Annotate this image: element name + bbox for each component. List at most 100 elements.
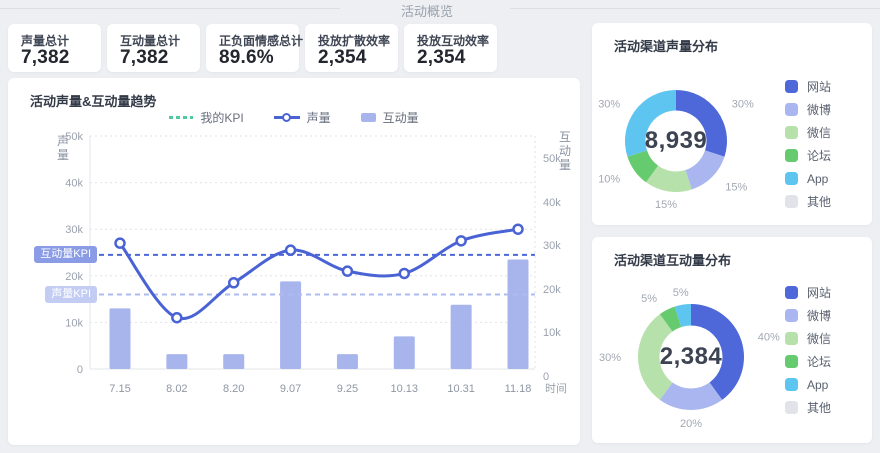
legend-label: 微信 bbox=[807, 126, 832, 140]
sound-line-point-9.25[interactable] bbox=[341, 265, 354, 277]
legend-swatch bbox=[785, 195, 798, 208]
donut-segment-微信[interactable] bbox=[638, 314, 673, 400]
interaction-donut-total: 2,384 bbox=[659, 343, 723, 370]
legend-label: 微博 bbox=[807, 103, 832, 117]
left-axis-tick: 0 bbox=[77, 364, 83, 376]
legend-swatch bbox=[785, 309, 798, 322]
legend-swatch bbox=[785, 172, 798, 185]
sound-donut-total: 8,939 bbox=[644, 127, 708, 154]
legend-swatch bbox=[785, 332, 798, 345]
left-axis-tick: 20k bbox=[65, 271, 83, 283]
legend-item-网站[interactable]: 网站 bbox=[785, 286, 832, 300]
sound-line-point-7.15[interactable] bbox=[114, 237, 126, 249]
left-axis-tick: 10k bbox=[65, 317, 83, 329]
interaction-bar-7.15[interactable] bbox=[109, 308, 131, 369]
legend-item-微博[interactable]: 微博 bbox=[785, 309, 831, 323]
legend-item-微博[interactable]: 微博 bbox=[785, 103, 832, 117]
legend-swatch bbox=[785, 355, 798, 368]
kpi-card-value: 89.6% bbox=[219, 47, 274, 68]
sound-line-point-10.13[interactable] bbox=[398, 267, 411, 280]
sound-line-point-9.07[interactable] bbox=[284, 244, 297, 256]
donut-segment-App[interactable] bbox=[625, 90, 676, 157]
donut-segment-网站[interactable] bbox=[691, 304, 744, 400]
donut-segment-论坛[interactable] bbox=[627, 150, 659, 183]
donut-segment-论坛[interactable] bbox=[659, 306, 682, 332]
right-axis-name: 量 bbox=[559, 158, 571, 172]
donut-segment-网站[interactable] bbox=[676, 90, 727, 157]
legend-label: 其他 bbox=[807, 401, 832, 415]
sound-donut-chart: 30% 15% 15% 10% 30% bbox=[598, 90, 754, 211]
sound-line-point-10.31[interactable] bbox=[455, 235, 467, 247]
interaction-donut-title: 活动渠道互动量分布 bbox=[614, 253, 732, 268]
left-axis-name: 声 bbox=[57, 134, 69, 148]
dashed-line-swatch bbox=[169, 116, 194, 119]
legend-swatch bbox=[785, 401, 798, 414]
legend-swatch bbox=[785, 126, 798, 139]
right-axis-tick: 20k bbox=[543, 284, 561, 296]
donut-segment-微信[interactable] bbox=[646, 165, 692, 193]
donut-percent-label: 5% bbox=[673, 287, 689, 299]
legend-item-App[interactable]: App bbox=[785, 377, 831, 392]
sound-line-point-8.02[interactable] bbox=[171, 311, 183, 324]
legend-item-my-kpi[interactable]: 我的KPI bbox=[169, 109, 244, 126]
trend-chart-legend: 我的KPI 声量 互动量 bbox=[8, 109, 580, 126]
donut-percent-label: 40% bbox=[758, 332, 780, 344]
kpi-card-label: 投放互动效率 bbox=[417, 34, 490, 48]
interaction-kpi-threshold-badge: 互动量KPI bbox=[34, 246, 97, 264]
right-axis-name: 动 bbox=[559, 144, 571, 158]
kpi-card-interaction-total: 互动量总计 7,382 bbox=[107, 24, 200, 72]
interaction-bar-9.25[interactable] bbox=[336, 354, 358, 369]
x-axis-tick: 10.13 bbox=[391, 383, 419, 395]
legend-item-论坛[interactable]: 论坛 bbox=[785, 149, 831, 163]
right-axis-tick: 40k bbox=[543, 197, 561, 209]
kpi-card-interaction-efficiency: 投放互动效率 2,354 bbox=[404, 24, 497, 72]
x-axis-tick: 9.25 bbox=[337, 383, 358, 395]
legend-item-网站[interactable]: 网站 bbox=[785, 80, 831, 94]
interaction-bar-10.31[interactable] bbox=[450, 304, 472, 369]
legend-label: 微信 bbox=[807, 332, 832, 346]
interaction-bar-9.07[interactable] bbox=[280, 281, 302, 369]
left-axis-tick: 30k bbox=[65, 224, 83, 236]
sound-line-point-8.20[interactable] bbox=[227, 277, 240, 289]
left-axis-tick: 40k bbox=[65, 178, 83, 190]
legend-item-App[interactable]: App bbox=[785, 171, 831, 186]
legend-swatch bbox=[785, 103, 798, 116]
donut-percent-label: 10% bbox=[598, 174, 620, 186]
legend-item-sound[interactable]: 声量 bbox=[273, 109, 331, 126]
x-axis-tick: 8.20 bbox=[223, 383, 244, 395]
legend-label: 声量 bbox=[306, 111, 331, 125]
x-axis-tick: 9.07 bbox=[280, 383, 301, 395]
sound-channel-donut-card: 活动渠道声量分布 30% 15% 15% 10% 30% 8,939 网站 微博 微信 论坛 A… bbox=[592, 23, 872, 225]
donut-segment-微博[interactable] bbox=[685, 150, 725, 190]
kpi-card-value: 7,382 bbox=[120, 47, 169, 68]
x-axis-tick: 7.15 bbox=[109, 383, 130, 395]
legend-swatch bbox=[785, 286, 798, 299]
donut-percent-label: 20% bbox=[680, 418, 702, 430]
legend-label: 网站 bbox=[807, 286, 832, 300]
interaction-donut-legend: 网站微博微信论坛 App 其他 bbox=[785, 286, 832, 415]
x-axis-tick: 10.31 bbox=[447, 383, 475, 395]
interaction-bar-8.20[interactable] bbox=[223, 354, 245, 369]
legend-item-微信[interactable]: 微信 bbox=[785, 332, 832, 346]
interaction-bar-8.02[interactable] bbox=[166, 354, 188, 369]
legend-item-论坛[interactable]: 论坛 bbox=[785, 355, 832, 369]
trend-chart-plot: 50k50k40k40k30k30k20k20k10k10k00声量互动量7.1… bbox=[57, 130, 571, 395]
donut-segment-App[interactable] bbox=[674, 304, 691, 328]
sound-line-point-11.18[interactable] bbox=[512, 223, 524, 235]
donut-segment-微博[interactable] bbox=[659, 382, 723, 410]
legend-item-其他[interactable]: 其他 bbox=[785, 401, 832, 415]
legend-label: App bbox=[807, 171, 829, 186]
x-axis-tick: 11.18 bbox=[505, 383, 532, 395]
legend-item-interaction[interactable]: 互动量 bbox=[360, 109, 419, 126]
kpi-card-value: 7,382 bbox=[21, 47, 70, 68]
legend-item-微信[interactable]: 微信 bbox=[785, 126, 832, 140]
right-axis-tick: 50k bbox=[543, 153, 561, 165]
interaction-bar-10.13[interactable] bbox=[393, 336, 415, 369]
sound-kpi-threshold-badge: 声量KPI bbox=[45, 285, 97, 303]
interaction-bar-11.18[interactable] bbox=[507, 259, 529, 369]
right-axis-tick: 30k bbox=[543, 240, 561, 252]
legend-label: App bbox=[807, 377, 829, 392]
legend-label: 论坛 bbox=[807, 355, 832, 369]
legend-item-其他[interactable]: 其他 bbox=[785, 195, 831, 209]
x-axis-tick: 8.02 bbox=[166, 383, 187, 395]
